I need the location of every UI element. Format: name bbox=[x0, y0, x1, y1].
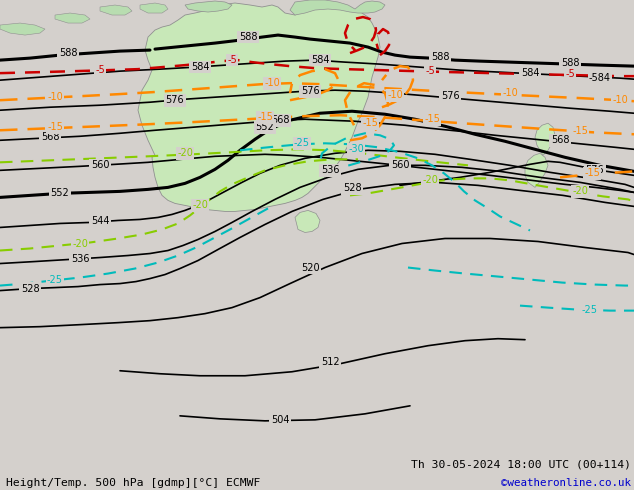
Text: Height/Temp. 500 hPa [gdmp][°C] ECMWF: Height/Temp. 500 hPa [gdmp][°C] ECMWF bbox=[6, 478, 261, 488]
Polygon shape bbox=[295, 210, 320, 232]
Text: -584: -584 bbox=[589, 73, 611, 83]
Text: -15: -15 bbox=[362, 118, 378, 128]
Polygon shape bbox=[0, 23, 45, 35]
Text: -10: -10 bbox=[612, 95, 628, 105]
Text: 588: 588 bbox=[59, 48, 77, 58]
Text: 528: 528 bbox=[21, 284, 39, 294]
Text: -10: -10 bbox=[502, 88, 518, 98]
Text: 568: 568 bbox=[41, 132, 59, 142]
Text: 588: 588 bbox=[239, 32, 257, 42]
Text: -25: -25 bbox=[294, 138, 310, 148]
Text: 544: 544 bbox=[91, 217, 109, 226]
Text: 568: 568 bbox=[271, 115, 289, 125]
Polygon shape bbox=[55, 13, 90, 23]
Polygon shape bbox=[290, 0, 385, 15]
Text: -5: -5 bbox=[227, 55, 237, 65]
Text: -5: -5 bbox=[425, 66, 435, 76]
Text: 528: 528 bbox=[343, 183, 361, 194]
Text: 584: 584 bbox=[521, 68, 540, 78]
Text: 520: 520 bbox=[301, 263, 320, 272]
Text: -10: -10 bbox=[264, 78, 280, 88]
Text: -15: -15 bbox=[47, 122, 63, 132]
Text: -20: -20 bbox=[192, 200, 208, 210]
Text: 588: 588 bbox=[560, 58, 579, 68]
Text: 512: 512 bbox=[321, 357, 339, 367]
Text: -15: -15 bbox=[424, 114, 440, 124]
Text: 504: 504 bbox=[271, 415, 289, 425]
Text: -10: -10 bbox=[387, 90, 403, 100]
Text: 584: 584 bbox=[311, 55, 329, 65]
Text: 576: 576 bbox=[586, 165, 604, 175]
Text: 552: 552 bbox=[256, 122, 275, 132]
Text: ©weatheronline.co.uk: ©weatheronline.co.uk bbox=[501, 478, 631, 488]
Polygon shape bbox=[140, 3, 168, 13]
Text: -20: -20 bbox=[72, 240, 88, 249]
Text: -5: -5 bbox=[95, 65, 105, 75]
Text: -30: -30 bbox=[348, 144, 364, 154]
Text: -5: -5 bbox=[565, 69, 575, 79]
Text: 568: 568 bbox=[551, 135, 569, 145]
Text: -20: -20 bbox=[572, 186, 588, 196]
Text: 536: 536 bbox=[321, 165, 339, 175]
Polygon shape bbox=[185, 1, 232, 12]
Text: -20: -20 bbox=[422, 175, 438, 185]
Text: -15: -15 bbox=[584, 169, 600, 178]
Text: -15: -15 bbox=[257, 112, 273, 122]
Text: Th 30-05-2024 18:00 UTC (00+114): Th 30-05-2024 18:00 UTC (00+114) bbox=[411, 460, 631, 469]
Text: 576: 576 bbox=[301, 86, 320, 96]
Text: 536: 536 bbox=[71, 253, 89, 264]
Text: 576: 576 bbox=[165, 95, 184, 105]
Text: -25: -25 bbox=[47, 274, 63, 285]
Text: 584: 584 bbox=[191, 62, 209, 72]
Polygon shape bbox=[525, 153, 548, 187]
Text: 560: 560 bbox=[91, 160, 109, 171]
Text: -10: -10 bbox=[47, 92, 63, 102]
Text: -25: -25 bbox=[582, 305, 598, 315]
Text: -20: -20 bbox=[177, 148, 193, 158]
Polygon shape bbox=[535, 123, 555, 155]
Text: -15: -15 bbox=[572, 126, 588, 136]
Text: 588: 588 bbox=[430, 52, 450, 62]
Polygon shape bbox=[138, 3, 380, 211]
Polygon shape bbox=[100, 5, 132, 15]
Text: 560: 560 bbox=[391, 160, 410, 171]
Text: 576: 576 bbox=[441, 91, 459, 101]
Text: 552: 552 bbox=[51, 188, 69, 198]
